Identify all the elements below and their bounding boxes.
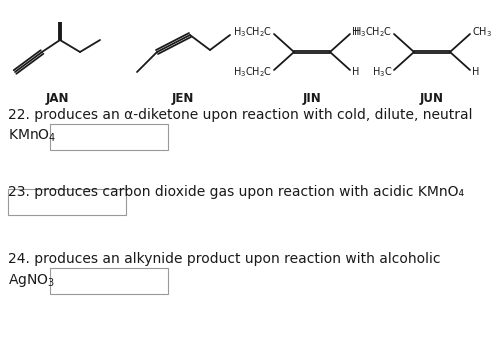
Text: H$_3$CH$_2$C: H$_3$CH$_2$C bbox=[353, 25, 392, 39]
Text: AgNO$_3$: AgNO$_3$ bbox=[8, 272, 55, 289]
Text: H: H bbox=[352, 27, 360, 37]
Text: 24. produces an alkynide product upon reaction with alcoholic: 24. produces an alkynide product upon re… bbox=[8, 252, 440, 266]
Text: H$_3$CH$_2$C: H$_3$CH$_2$C bbox=[233, 25, 272, 39]
Text: KMnO$_4$: KMnO$_4$ bbox=[8, 128, 56, 144]
Text: CH$_3$: CH$_3$ bbox=[472, 25, 492, 39]
Bar bbox=[50, 268, 168, 294]
Text: H: H bbox=[472, 67, 480, 77]
Bar bbox=[50, 124, 168, 150]
Text: JUN: JUN bbox=[420, 92, 444, 105]
Text: H: H bbox=[352, 67, 360, 77]
Text: JEN: JEN bbox=[172, 92, 194, 105]
Text: 22. produces an α-diketone upon reaction with cold, dilute, neutral: 22. produces an α-diketone upon reaction… bbox=[8, 108, 472, 122]
Text: 23. produces carbon dioxide gas upon reaction with acidic KMnO₄: 23. produces carbon dioxide gas upon rea… bbox=[8, 185, 464, 199]
Text: H$_3$CH$_2$C: H$_3$CH$_2$C bbox=[233, 65, 272, 79]
Text: JAN: JAN bbox=[45, 92, 69, 105]
Text: H$_3$C: H$_3$C bbox=[372, 65, 392, 79]
Bar bbox=[8, 189, 126, 215]
Text: JIN: JIN bbox=[302, 92, 322, 105]
